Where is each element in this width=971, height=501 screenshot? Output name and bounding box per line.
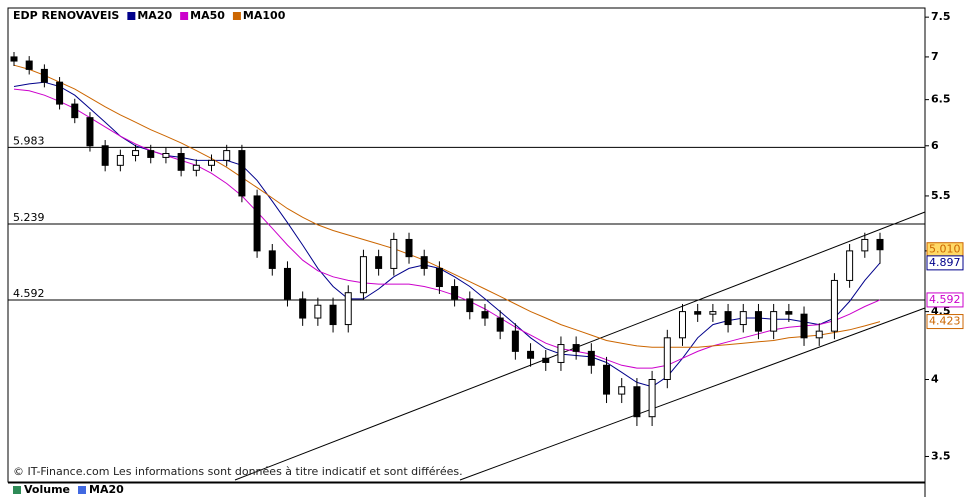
level-label: 4.592 — [13, 287, 45, 300]
candle-body — [861, 238, 869, 252]
candle-body — [800, 313, 808, 339]
candle-body — [101, 145, 109, 166]
candle-body — [116, 154, 124, 166]
candle-body — [481, 311, 489, 319]
candle-body — [10, 56, 18, 62]
candle-body — [208, 159, 216, 166]
candle-body — [223, 150, 231, 161]
candle-body — [192, 164, 200, 171]
candle-body — [405, 238, 413, 258]
candle-body — [815, 330, 823, 339]
price-label: 4.592 — [929, 293, 961, 306]
candle-body — [633, 386, 641, 418]
legend-label: EDP RENOVAVEIS — [13, 9, 119, 22]
price-label-box — [926, 292, 964, 308]
candle-body — [329, 304, 337, 326]
candle-body — [709, 311, 717, 315]
candle-body — [542, 357, 550, 363]
candle-body — [557, 344, 565, 363]
candle-body — [739, 311, 747, 326]
candle-body — [435, 267, 443, 288]
candle-body — [344, 292, 352, 326]
candle-body — [846, 250, 854, 281]
candle-body — [147, 150, 155, 158]
legend-label: MA50 — [190, 9, 225, 22]
legend-label: MA20 — [137, 9, 172, 22]
y-tick-label: 6 — [931, 139, 939, 152]
legend-swatch — [127, 12, 136, 20]
level-label: 5.983 — [13, 134, 45, 147]
ma-line — [13, 88, 881, 369]
candle-body — [375, 256, 383, 269]
ma-line — [13, 64, 881, 348]
candle-body — [56, 81, 64, 105]
candle-body — [785, 311, 793, 315]
candle-body — [496, 317, 504, 332]
candle-body — [132, 150, 140, 156]
y-tick-label: 3.5 — [931, 449, 951, 462]
legend-label: Volume — [24, 483, 70, 496]
y-tick-label: 4 — [931, 372, 939, 385]
y-tick-label: 6.5 — [931, 93, 951, 106]
candle-body — [359, 256, 367, 294]
legend-label: MA100 — [243, 9, 286, 22]
candle-body — [162, 153, 170, 158]
price-label-box — [926, 314, 964, 330]
candle-body — [238, 150, 246, 197]
candle-body — [466, 298, 474, 313]
price-label: 5.010 — [929, 243, 961, 256]
candle-body — [40, 68, 48, 83]
candle-body — [25, 60, 33, 70]
legend-swatch — [232, 12, 241, 20]
trend-line — [459, 307, 926, 481]
candle-body — [724, 311, 732, 326]
legend-swatch — [180, 12, 189, 20]
candle-body — [618, 386, 626, 395]
candle-body — [572, 344, 580, 352]
footer-note: © IT-Finance.com Les informations sont d… — [13, 465, 463, 478]
y-tick-label: 7.5 — [931, 10, 951, 23]
candle-body — [283, 267, 291, 300]
level-label: 5.239 — [13, 211, 45, 224]
price-label: 4.897 — [929, 256, 961, 269]
candle-body — [527, 350, 535, 359]
candle-body — [314, 304, 322, 319]
legend-label: MA20 — [89, 483, 124, 496]
candle-body — [177, 153, 185, 171]
candle-body — [678, 311, 686, 339]
legend-swatch — [78, 486, 86, 494]
plot-frame — [7, 7, 926, 483]
price-label: 4.423 — [929, 315, 961, 328]
candle-body — [299, 298, 307, 319]
candle-body — [770, 311, 778, 332]
price-label-box — [926, 255, 964, 271]
candle-body — [694, 311, 702, 315]
candle-body — [603, 364, 611, 395]
legend-swatch — [13, 486, 21, 494]
candle-body — [268, 250, 276, 269]
candle-body — [253, 195, 261, 252]
y-tick-label: 5.5 — [931, 189, 951, 202]
candle-body — [830, 279, 838, 332]
y-tick-label: 7 — [931, 50, 939, 63]
candle-body — [86, 117, 94, 147]
candle-body — [511, 330, 519, 352]
candle-body — [754, 311, 762, 332]
candle-body — [648, 378, 656, 418]
candle-body — [71, 103, 79, 119]
candle-body — [876, 238, 884, 251]
candle-body — [587, 350, 595, 366]
candle-body — [663, 337, 671, 380]
candle-body — [420, 256, 428, 269]
candle-body — [390, 238, 398, 269]
candle-body — [451, 286, 459, 300]
trend-line — [234, 211, 926, 481]
